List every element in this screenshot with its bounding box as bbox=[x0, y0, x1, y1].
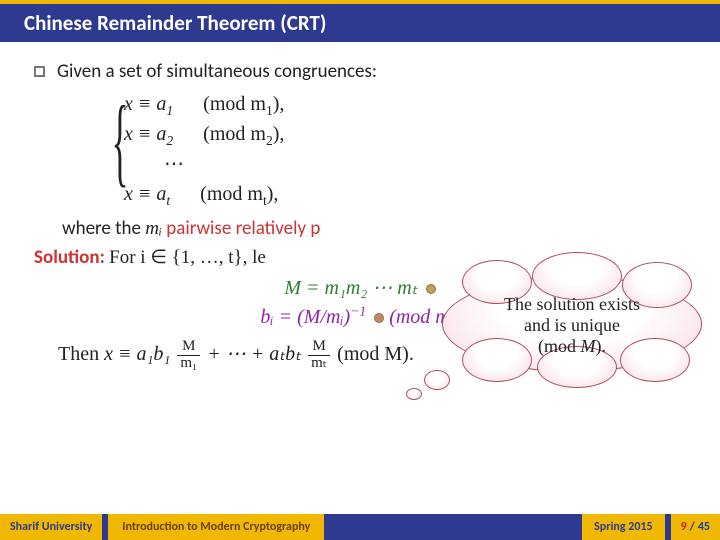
pointer-dot-icon bbox=[426, 284, 436, 294]
solution-label: Solution: bbox=[34, 246, 105, 269]
footer-course: Introduction to Modern Cryptography bbox=[108, 514, 324, 540]
slide-header: Chinese Remainder Theorem (CRT) bbox=[0, 0, 720, 42]
congruence-row: x ≡ a1 (mod m1), bbox=[124, 89, 686, 119]
congruence-row: x ≡ a2 (mod m2), bbox=[124, 119, 686, 149]
congruence-dots: ⋯ bbox=[124, 149, 686, 179]
congruence-system: x ≡ a1 (mod m1), x ≡ a2 (mod m2), ⋯ x ≡ … bbox=[124, 89, 686, 209]
slide-title: Chinese Remainder Theorem (CRT) bbox=[24, 10, 326, 36]
bullet-given: Given a set of simultaneous congruences: bbox=[34, 60, 686, 83]
where-line: where the mᵢ pairwise relatively p bbox=[62, 217, 686, 240]
footer-page: 9 / 45 bbox=[671, 514, 720, 540]
bullet-icon bbox=[34, 66, 45, 77]
pointer-dot-icon bbox=[374, 313, 384, 323]
callout-text: The solution exists and is unique (mod M… bbox=[442, 266, 702, 384]
footer-affiliation: Sharif University bbox=[0, 514, 102, 540]
solution-for: For i ∈ {1, …, t}, le bbox=[109, 247, 266, 268]
callout-cloud: The solution exists and is unique (mod M… bbox=[442, 266, 702, 384]
slide-footer: Sharif University Introduction to Modern… bbox=[0, 514, 720, 540]
congruence-row: x ≡ at (mod mt), bbox=[124, 179, 686, 209]
slide-content: Given a set of simultaneous congruences:… bbox=[0, 42, 720, 372]
footer-term: Spring 2015 bbox=[582, 514, 665, 540]
given-text: Given a set of simultaneous congruences: bbox=[57, 60, 377, 83]
